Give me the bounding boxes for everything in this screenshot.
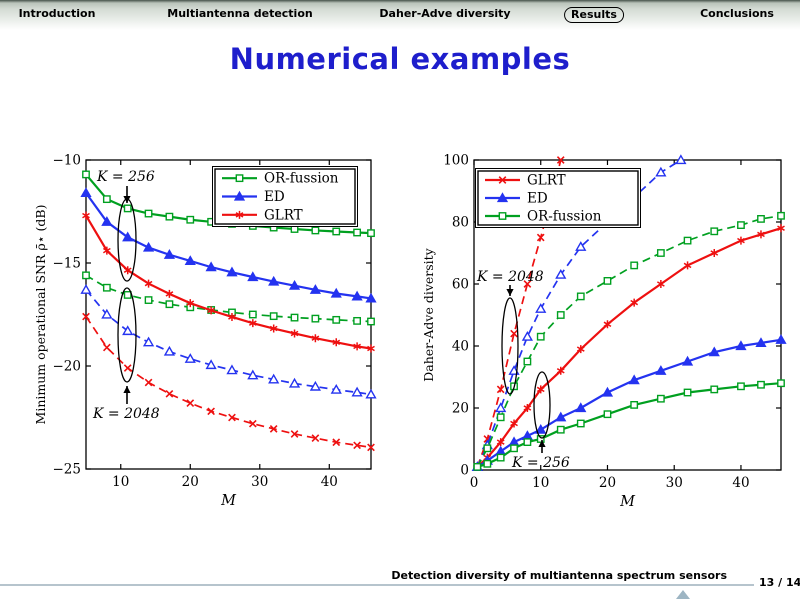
series-ed-k-2048 <box>80 284 377 399</box>
nav-item-multiantenna-detection[interactable]: Multiantenna detection <box>167 7 313 20</box>
footer-short-title: Detection diversity of multiantenna spec… <box>391 569 727 582</box>
series-or-fussion-k-2048 <box>82 271 375 326</box>
series-or-fussion-k-256 <box>473 379 785 471</box>
left-chart-min-operational-snr: 10 20 30 40 −10 −15 −20 −25 M Minimum operational… <box>33 153 377 509</box>
nav-bar: Introduction Multiantenna detection Dahe… <box>0 0 800 30</box>
svg-text:20: 20 <box>452 401 469 417</box>
beamer-nav-up-icon[interactable] <box>676 590 690 599</box>
svg-text:M: M <box>619 494 636 510</box>
svg-text:−10: −10 <box>53 153 82 169</box>
series <box>80 170 377 452</box>
svg-text:OR-fussion: OR-fussion <box>264 171 339 187</box>
series-glrt-k-256 <box>82 211 375 353</box>
nav-item-daher-adve-diversity[interactable]: Daher-Adve diversity <box>379 7 511 20</box>
svg-text:−15: −15 <box>53 256 82 272</box>
nav-item-results[interactable]: Results <box>564 7 624 23</box>
svg-text:M: M <box>220 493 237 509</box>
svg-text:Daher-Adve diversity: Daher-Adve diversity <box>421 247 436 381</box>
svg-text:K = 2048: K = 2048 <box>476 269 544 285</box>
svg-text:K = 256: K = 256 <box>96 169 155 185</box>
series-ed-k-256 <box>80 187 377 303</box>
series-or-fussion-k-256 <box>82 170 375 238</box>
series-glrt-k-2048 <box>82 312 375 452</box>
svg-text:ED: ED <box>527 191 548 207</box>
svg-text:40: 40 <box>452 339 469 355</box>
nav-item-introduction[interactable]: Introduction <box>18 7 96 20</box>
svg-text:GLRT: GLRT <box>264 207 303 223</box>
svg-text:20: 20 <box>599 475 616 491</box>
svg-text:GLRT: GLRT <box>527 173 566 189</box>
active-section-box: Results <box>564 7 624 23</box>
svg-text:Minimum operational SNR ρ̄⋆ (d: Minimum operational SNR ρ̄⋆ (dB) <box>33 205 48 425</box>
svg-text:−20: −20 <box>53 359 82 375</box>
slide-title: Numerical examples <box>229 42 571 76</box>
series <box>471 154 787 471</box>
svg-text:10: 10 <box>112 474 129 490</box>
svg-text:20: 20 <box>182 474 199 490</box>
svg-text:30: 30 <box>251 474 268 490</box>
footer-divider <box>0 584 754 586</box>
svg-text:30: 30 <box>666 475 683 491</box>
svg-text:10: 10 <box>532 475 549 491</box>
svg-text:ED: ED <box>264 189 285 205</box>
annotations: K = 256 K = 2048 <box>92 169 160 422</box>
svg-text:60: 60 <box>452 277 469 293</box>
nav-item-conclusions[interactable]: Conclusions <box>700 7 774 20</box>
svg-text:K = 256: K = 256 <box>511 455 570 471</box>
legend: GLRT ED OR-fussion <box>475 168 641 228</box>
svg-text:0: 0 <box>460 463 469 479</box>
svg-text:100: 100 <box>443 153 469 169</box>
svg-text:OR-fussion: OR-fussion <box>527 209 602 225</box>
svg-text:40: 40 <box>732 475 749 491</box>
annotations: K = 2048 K = 256 <box>476 269 570 471</box>
right-chart-daher-adve-diversity: 0 10 20 30 40 0 20 40 60 80 100 M Daher-Adve diversi… <box>421 153 787 510</box>
legend: OR-fussion ED GLRT <box>212 166 358 227</box>
svg-text:40: 40 <box>321 474 338 490</box>
svg-text:−25: −25 <box>53 462 82 478</box>
page-indicator: 13 / 14 <box>759 576 800 589</box>
svg-text:0: 0 <box>470 475 479 491</box>
svg-text:K = 2048: K = 2048 <box>92 406 160 422</box>
svg-text:80: 80 <box>452 215 469 231</box>
